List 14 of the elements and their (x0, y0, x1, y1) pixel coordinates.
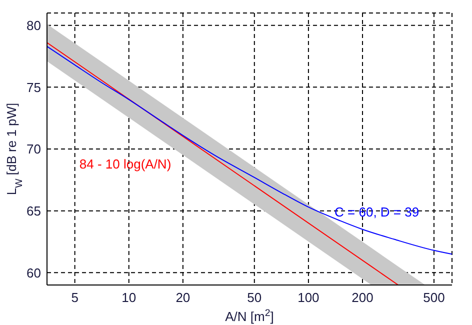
y-tick-label: 75 (26, 80, 41, 95)
annotation: 84 - 10 log(A/N) (79, 156, 172, 172)
y-tick-label: 65 (26, 203, 41, 218)
x-tick-label: 500 (423, 290, 445, 306)
y-tick-label: 60 (26, 265, 41, 280)
x-tick-label: 50 (247, 290, 262, 306)
y-tick-label: 70 (26, 142, 41, 157)
x-tick-label: 20 (176, 290, 190, 306)
y-tick-label: 80 (26, 18, 41, 33)
x-tick-label: 200 (352, 290, 374, 306)
x-axis-title: A/N [m$^{2}$] (225, 308, 274, 324)
x-tick-label: 100 (298, 290, 320, 306)
x-tick-label: 10 (122, 290, 136, 306)
x-tick-label: 5 (71, 290, 78, 306)
